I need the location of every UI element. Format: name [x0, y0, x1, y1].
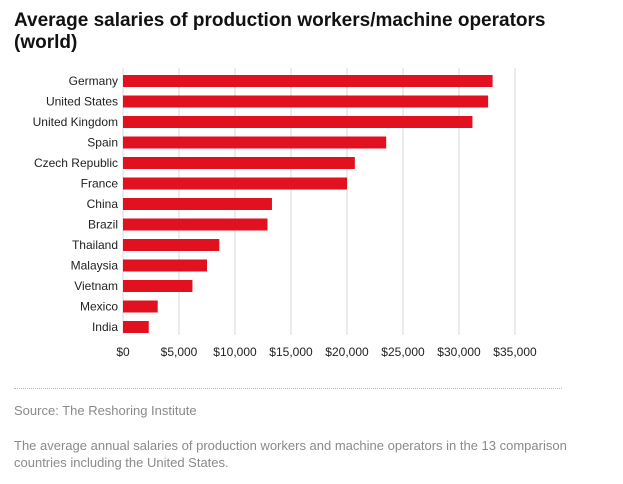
bar-thailand — [123, 239, 220, 251]
caption: The average annual salaries of productio… — [14, 438, 567, 470]
category-label: Mexico — [80, 300, 118, 314]
category-label: Germany — [69, 74, 118, 88]
category-label: Malaysia — [71, 259, 119, 273]
category-label: Thailand — [72, 238, 118, 252]
x-tick-label: $30,000 — [437, 345, 481, 359]
category-label: Czech Republic — [34, 156, 118, 170]
x-tick-label: $20,000 — [325, 345, 369, 359]
category-label: Brazil — [88, 218, 118, 232]
bars — [123, 75, 493, 333]
category-label: China — [87, 197, 119, 211]
category-label: United States — [46, 95, 118, 109]
bar-czech-republic — [123, 157, 355, 169]
chart-title: Average salaries of production workers/m… — [14, 10, 546, 53]
category-label: India — [92, 320, 118, 334]
x-tick-label: $0 — [116, 345, 130, 359]
bar-germany — [123, 75, 493, 87]
divider — [14, 388, 562, 389]
source-note: Source: The Reshoring Institute — [14, 403, 197, 418]
bar-united-kingdom — [123, 116, 473, 128]
category-label: United Kingdom — [33, 115, 118, 129]
category-labels: Germany United States United Kingdom Spain C… — [33, 74, 119, 334]
x-tick-label: $35,000 — [493, 345, 537, 359]
bar-united-states — [123, 95, 489, 108]
bar-spain — [123, 136, 387, 149]
x-tick-label: $15,000 — [269, 345, 313, 359]
bar-india — [123, 321, 149, 333]
bar-france — [123, 177, 347, 190]
x-tick-label: $10,000 — [213, 345, 257, 359]
bar-china — [123, 198, 272, 210]
x-tick-labels: $0 $5,000 $10,000 $15,000 $20,000 $25,000 $30,… — [116, 345, 537, 359]
x-tick-label: $5,000 — [161, 345, 198, 359]
bar-vietnam — [123, 280, 193, 292]
bar-malaysia — [123, 259, 207, 272]
x-tick-label: $25,000 — [381, 345, 425, 359]
bar-mexico — [123, 300, 158, 313]
category-label: Vietnam — [74, 279, 118, 293]
category-label: France — [81, 177, 119, 191]
bar-chart: Germany United States United Kingdom Spain C… — [33, 68, 537, 359]
bar-brazil — [123, 218, 268, 231]
category-label: Spain — [87, 136, 118, 150]
